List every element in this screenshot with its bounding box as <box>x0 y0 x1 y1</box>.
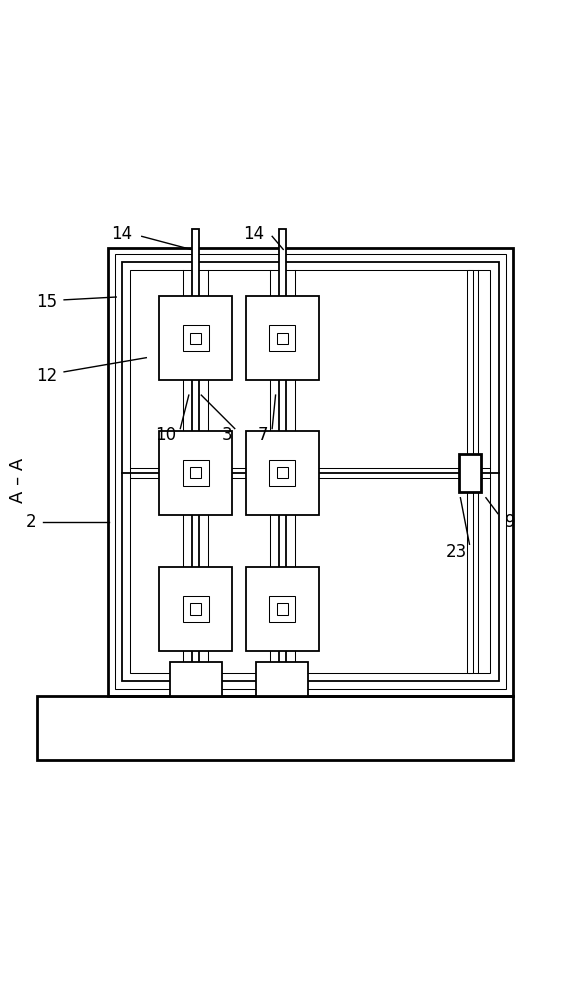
Text: 7: 7 <box>257 426 268 444</box>
Bar <box>159 431 232 515</box>
Text: 14: 14 <box>243 225 265 243</box>
Bar <box>159 296 232 380</box>
Bar <box>278 229 286 673</box>
Bar <box>246 431 319 515</box>
Bar <box>246 567 319 651</box>
Bar <box>108 248 513 696</box>
Text: 23: 23 <box>446 543 467 561</box>
Bar <box>183 460 209 486</box>
Bar <box>269 596 295 622</box>
Bar <box>467 270 473 673</box>
Bar <box>130 270 490 673</box>
Text: 15: 15 <box>36 293 57 311</box>
Text: 14: 14 <box>111 225 133 243</box>
Bar <box>122 262 499 681</box>
Bar <box>170 662 222 696</box>
Text: 10: 10 <box>155 426 176 444</box>
Bar <box>183 596 209 622</box>
Text: 9: 9 <box>505 513 515 531</box>
Bar <box>277 467 288 478</box>
Text: 3: 3 <box>222 426 232 444</box>
Bar <box>190 333 201 344</box>
Text: A – A: A – A <box>9 458 27 503</box>
Bar <box>277 333 288 344</box>
Bar <box>115 254 506 689</box>
Bar <box>159 567 232 651</box>
Bar <box>459 454 481 492</box>
Bar <box>192 229 200 673</box>
Bar <box>190 467 201 478</box>
Bar <box>256 662 308 696</box>
Bar <box>246 296 319 380</box>
Bar <box>37 696 513 760</box>
Bar <box>183 325 209 351</box>
Bar <box>277 603 288 615</box>
Bar <box>269 325 295 351</box>
Text: 12: 12 <box>36 367 57 385</box>
Bar <box>190 603 201 615</box>
Text: 2: 2 <box>26 513 36 531</box>
Bar <box>269 460 295 486</box>
